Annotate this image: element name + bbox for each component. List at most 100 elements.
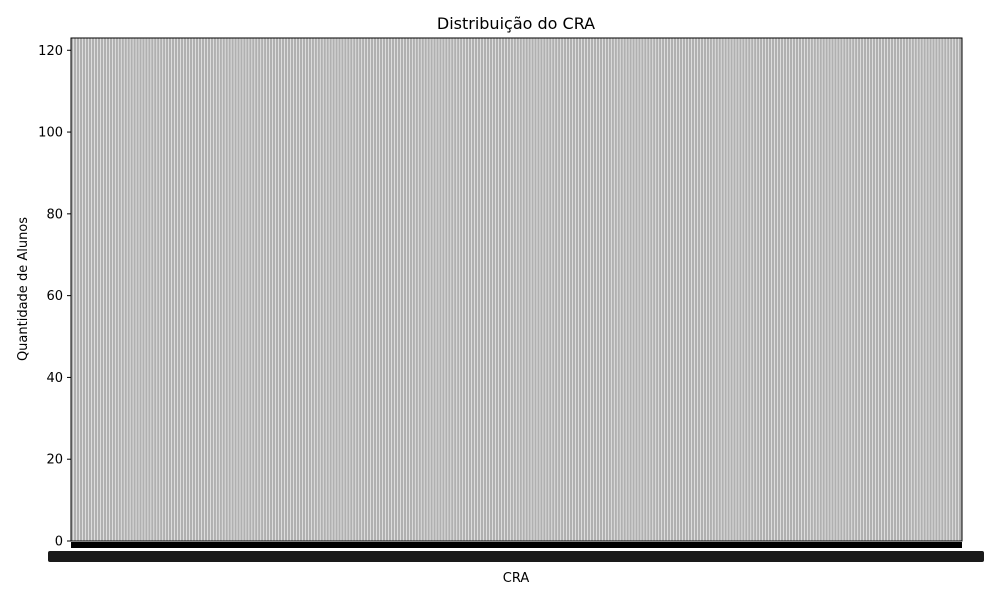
bar (252, 38, 255, 541)
bar (397, 38, 401, 541)
bar (133, 38, 136, 541)
bar (445, 38, 448, 541)
bar (305, 38, 309, 541)
bar (302, 38, 306, 541)
bar (373, 38, 377, 541)
bar (694, 38, 698, 541)
bar (466, 38, 469, 541)
bar (670, 38, 674, 541)
bar (543, 38, 546, 541)
bar (789, 38, 793, 541)
bar (914, 38, 917, 541)
bar (724, 38, 727, 541)
bar (290, 38, 294, 541)
bar (584, 38, 588, 541)
bar (953, 38, 956, 541)
bar (667, 38, 671, 541)
bar (163, 38, 166, 541)
bar (727, 38, 730, 541)
bar (359, 38, 362, 541)
bar (171, 38, 175, 541)
bar (549, 38, 552, 541)
bar (174, 38, 178, 541)
bar (590, 38, 594, 541)
bar (852, 38, 855, 541)
bar (439, 38, 442, 541)
bar (418, 38, 421, 541)
bar (189, 38, 193, 541)
bar (299, 38, 303, 541)
bar (733, 38, 736, 541)
bar (653, 38, 656, 541)
bar (436, 38, 439, 541)
bar (703, 38, 706, 541)
bar (183, 38, 187, 541)
bar (379, 38, 383, 541)
bar (451, 38, 454, 541)
bar (109, 38, 112, 541)
bar (798, 38, 802, 541)
bar (151, 38, 154, 541)
bar (240, 38, 243, 541)
bar (956, 38, 959, 541)
bar (278, 38, 282, 541)
bar (225, 38, 228, 541)
bar (569, 38, 573, 541)
bar (504, 38, 507, 541)
bar (629, 38, 632, 541)
bar (718, 38, 721, 541)
bar (581, 38, 585, 541)
bar (103, 38, 107, 541)
bar (578, 38, 582, 541)
bar (338, 38, 341, 541)
bar (614, 38, 617, 541)
bar (350, 38, 353, 541)
bar (765, 38, 769, 541)
bar (382, 38, 386, 541)
bar (878, 38, 882, 541)
y-tick-label: 100 (38, 126, 63, 141)
bar (293, 38, 297, 541)
bar (495, 38, 499, 541)
bar (118, 38, 121, 541)
bar (474, 38, 478, 541)
bar (866, 38, 870, 541)
bar (516, 38, 519, 541)
bar (911, 38, 914, 541)
bar (344, 38, 347, 541)
bar (501, 38, 505, 541)
bar (186, 38, 190, 541)
bar (281, 38, 285, 541)
bar (454, 38, 457, 541)
bar (415, 38, 418, 541)
bar (757, 38, 760, 541)
bar (394, 38, 398, 541)
bar (370, 38, 374, 541)
bar (148, 38, 151, 541)
bar (926, 38, 929, 541)
bar (195, 38, 199, 541)
bar (216, 38, 219, 541)
bar (88, 38, 92, 541)
bar (142, 38, 145, 541)
bar (941, 38, 944, 541)
bar (243, 38, 246, 541)
bar (783, 38, 787, 541)
bar (587, 38, 591, 541)
bar (602, 38, 606, 541)
bar (249, 38, 252, 541)
bar (507, 38, 510, 541)
bar (706, 38, 709, 541)
y-tick-label: 40 (46, 371, 63, 386)
bar (807, 38, 810, 541)
bar (537, 38, 540, 541)
x-tick-labels-overlap (48, 551, 984, 562)
bar (688, 38, 692, 541)
bar (314, 38, 317, 541)
bar (335, 38, 338, 541)
bar (130, 38, 133, 541)
bar (739, 38, 742, 541)
bar (166, 38, 169, 541)
bar (596, 38, 600, 541)
bar (736, 38, 739, 541)
